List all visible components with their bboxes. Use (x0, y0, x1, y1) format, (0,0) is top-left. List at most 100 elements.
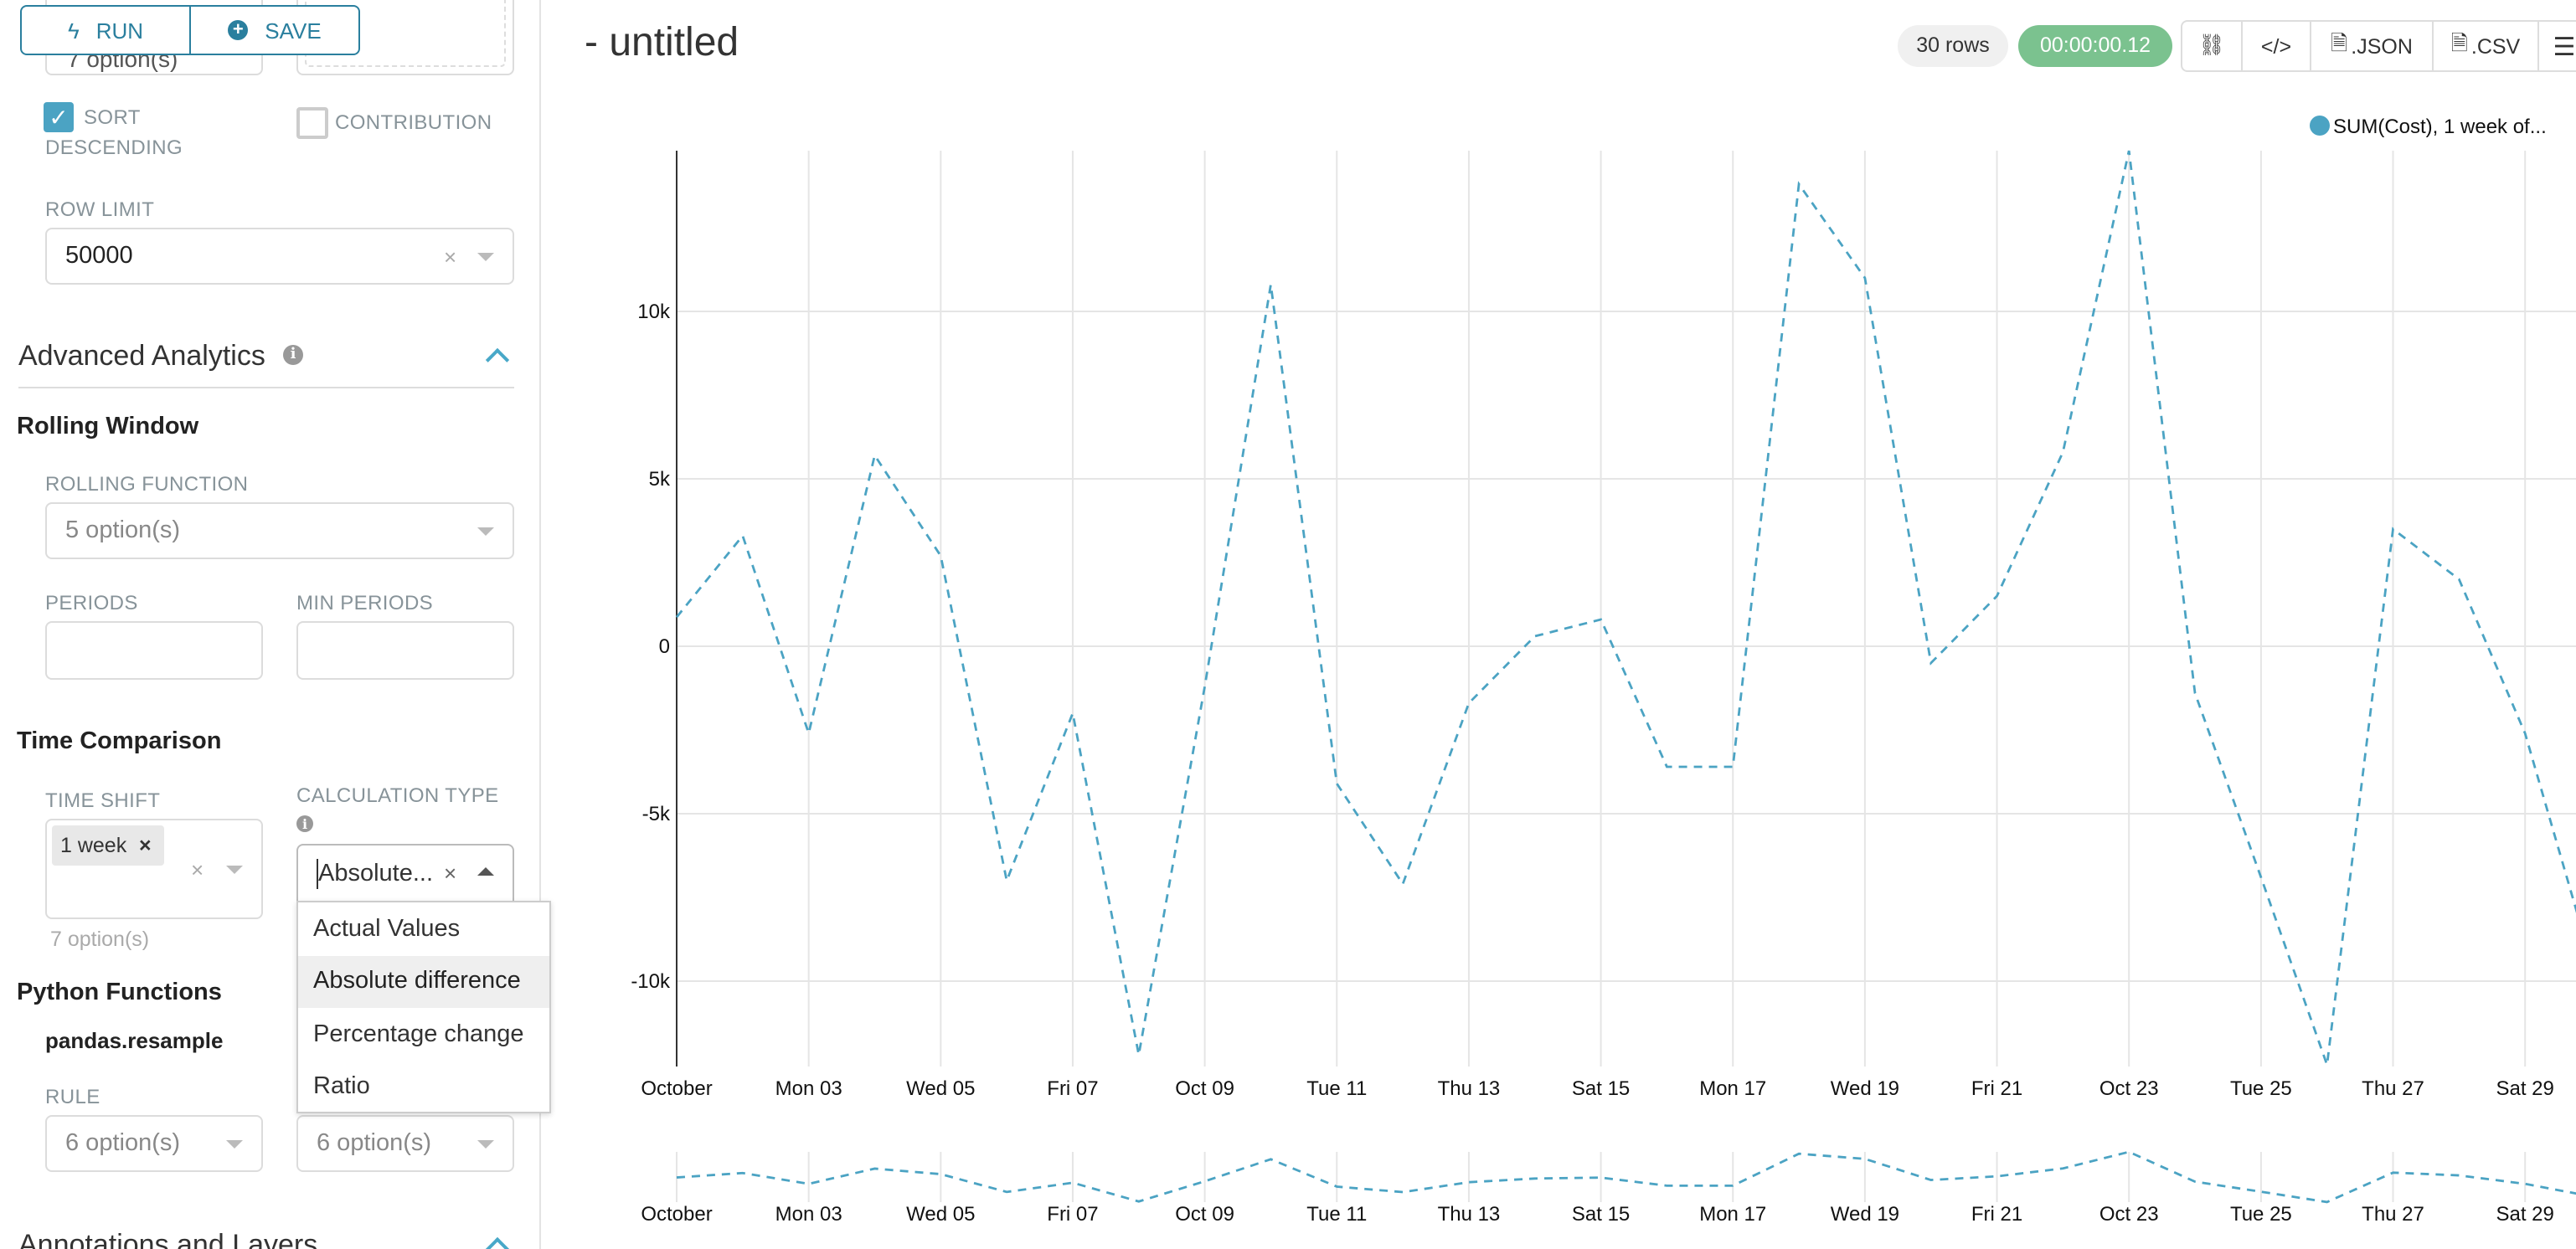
context-x-tick-label: Thu 27 (2362, 1203, 2424, 1226)
row-limit-value: 50000 (65, 243, 133, 270)
context-x-tick-label: Oct 09 (1175, 1203, 1234, 1226)
periods-input[interactable] (45, 621, 263, 680)
x-tick-label: Fri 21 (1971, 1077, 2022, 1100)
sort-descending-label: SORT (84, 105, 141, 129)
chevron-down-icon (477, 253, 494, 261)
context-series-line (676, 1150, 2576, 1204)
embed-code-button[interactable]: </> (2243, 22, 2311, 70)
rule-label: RULE (45, 1085, 100, 1108)
y-tick-label: 0 (659, 635, 670, 658)
calculation-type-dropdown: Actual Values Absolute difference Percen… (296, 901, 551, 1113)
chevron-up-icon (477, 867, 494, 876)
run-label: RUN (95, 18, 144, 43)
rule-select[interactable]: 6 option(s) (45, 1115, 263, 1172)
y-tick-label: -5k (642, 803, 671, 825)
context-x-tick-label: Fri 21 (1971, 1203, 2022, 1226)
periods-label: PERIODS (45, 591, 138, 614)
clear-icon[interactable]: × (444, 861, 457, 886)
save-label: SAVE (265, 18, 322, 43)
sort-descending-checkbox[interactable]: ✓ (44, 102, 74, 132)
save-button[interactable]: + SAVE (191, 7, 358, 54)
query-timer-badge: 00:00:00.12 (2018, 25, 2172, 67)
clear-icon[interactable]: × (444, 244, 457, 270)
chart-title[interactable]: - untitled (585, 20, 739, 65)
row-count-badge: 30 rows (1898, 25, 2008, 67)
rolling-window-title: Rolling Window (17, 414, 199, 440)
json-label: .JSON (2351, 34, 2413, 58)
context-x-tick-label: Fri 07 (1047, 1203, 1098, 1226)
rolling-function-select[interactable]: 5 option(s) (45, 502, 514, 559)
x-tick-label: Thu 27 (2362, 1077, 2424, 1100)
remove-tag-icon[interactable]: × (139, 834, 152, 857)
x-tick-label: Wed 05 (906, 1077, 975, 1100)
text-cursor (317, 859, 318, 889)
calculation-type-label: CALCULATION TYPE (296, 784, 499, 807)
context-x-tick-label: Mon 17 (1699, 1203, 1766, 1226)
context-x-tick-label: Mon 03 (775, 1203, 842, 1226)
option-absolute-difference[interactable]: Absolute difference (298, 956, 549, 1008)
x-tick-label: Tue 11 (1306, 1077, 1367, 1100)
plus-circle-icon: + (228, 20, 249, 40)
chevron-down-icon (477, 1140, 494, 1149)
collapse-chevron-icon[interactable] (485, 347, 510, 373)
menu-button[interactable]: ☰ (2539, 22, 2576, 70)
control-panel: 7 option(s) ϟ RUN + SAVE ✓ SORT DESCENDING… (0, 0, 551, 1249)
context-x-tick-label: Wed 19 (1831, 1203, 1899, 1226)
series-line (675, 150, 2576, 1066)
x-tick-label: Oct 09 (1175, 1077, 1234, 1100)
link-button[interactable]: ⛓ (2182, 22, 2243, 70)
context-x-tick-label: Sat 29 (2496, 1203, 2553, 1226)
rolling-function-label: ROLLING FUNCTION (45, 472, 249, 496)
context-x-tick-label: Sat 15 (1572, 1203, 1630, 1226)
x-tick-label: October (641, 1077, 712, 1100)
min-periods-label: MIN PERIODS (296, 591, 434, 614)
option-actual-values[interactable]: Actual Values (313, 916, 461, 943)
file-code-icon: 🗎 (2331, 32, 2348, 55)
chevron-down-icon (477, 527, 494, 536)
x-tick-label: Oct 23 (2099, 1077, 2159, 1100)
export-csv-button[interactable]: 🗎 .CSV (2434, 22, 2539, 70)
method-select[interactable]: 6 option(s) (296, 1115, 514, 1172)
python-functions-title: Python Functions (17, 979, 222, 1006)
series-line-group (675, 150, 2576, 1066)
chevron-down-icon (226, 1140, 243, 1149)
file-text-icon: 🗎 (2450, 32, 2468, 55)
time-shift-select[interactable]: 1 week × × (45, 819, 263, 919)
context-x-tick-label: October (641, 1203, 712, 1226)
method-placeholder: 6 option(s) (317, 1130, 432, 1157)
info-icon[interactable]: i (296, 815, 313, 832)
min-periods-input[interactable] (296, 621, 514, 680)
time-shift-tag: 1 week × (52, 825, 164, 866)
annotations-title: Annotations and Layers (18, 1229, 318, 1249)
run-save-button-group: ϟ RUN + SAVE (20, 5, 360, 55)
option-percentage-change[interactable]: Percentage change (313, 1021, 524, 1048)
info-icon[interactable]: i (283, 345, 303, 365)
context-x-tick-label: Tue 25 (2230, 1203, 2292, 1226)
x-tick-label: Mon 03 (775, 1077, 842, 1100)
row-limit-select[interactable]: 50000 × (45, 228, 514, 285)
contribution-label: CONTRIBUTION (335, 111, 492, 134)
x-tick-label: Sat 29 (2496, 1077, 2553, 1100)
collapse-chevron-icon[interactable] (485, 1236, 510, 1249)
calculation-type-select[interactable]: Absolute... × (296, 844, 514, 902)
contribution-checkbox[interactable] (296, 107, 328, 139)
context-x-tick-label: Tue 11 (1306, 1203, 1367, 1226)
row-limit-label: ROW LIMIT (45, 198, 155, 221)
rule-placeholder: 6 option(s) (65, 1130, 181, 1157)
export-json-button[interactable]: 🗎 .JSON (2311, 22, 2434, 70)
x-tick-label: Thu 13 (1438, 1077, 1501, 1100)
sort-descending-label-2: DESCENDING (45, 136, 183, 159)
option-ratio[interactable]: Ratio (313, 1073, 370, 1100)
chart-actions: ⛓ </> 🗎 .JSON 🗎 .CSV ☰ (2181, 20, 2576, 72)
y-tick-label: 10k (637, 301, 671, 323)
rolling-function-placeholder: 5 option(s) (65, 517, 181, 544)
clear-icon[interactable]: × (191, 857, 204, 882)
legend-label: SUM(Cost), 1 week of... (2333, 116, 2547, 138)
csv-label: .CSV (2470, 34, 2521, 58)
x-tick-label: Fri 07 (1047, 1077, 1098, 1100)
run-button[interactable]: ϟ RUN (22, 7, 191, 54)
time-shift-hint: 7 option(s) (50, 928, 150, 951)
pandas-resample-subtitle: pandas.resample (45, 1028, 224, 1053)
